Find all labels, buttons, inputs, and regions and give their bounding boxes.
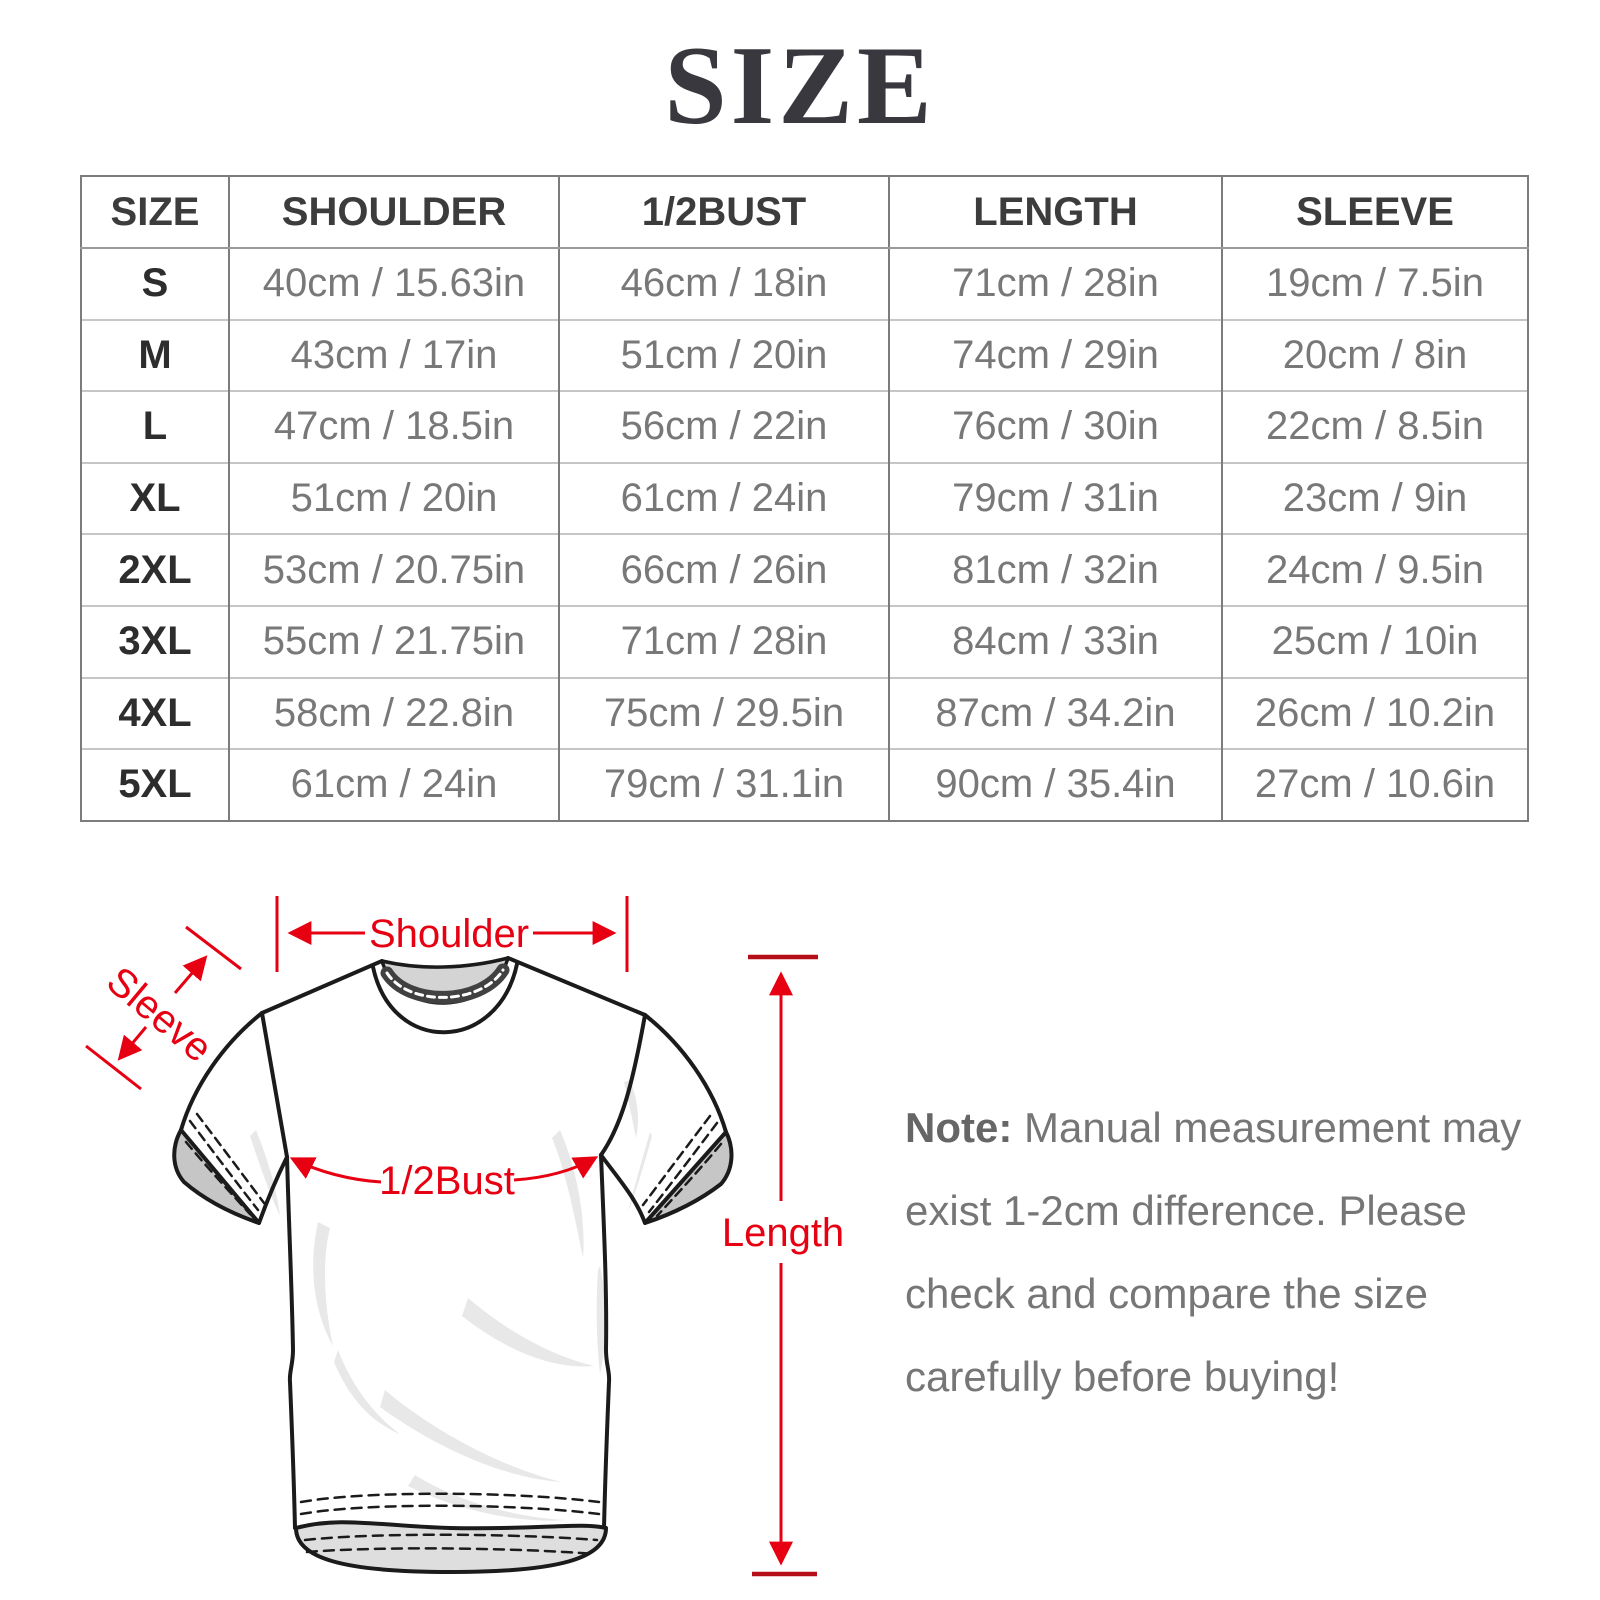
bust-label: 1/2Bust	[379, 1159, 515, 1203]
left-body-side	[285, 1155, 297, 1530]
sleeve-label: Sleeve	[98, 959, 220, 1071]
collar-tape-stitch	[385, 968, 505, 999]
right-sleeve-outer	[643, 1013, 728, 1134]
length-cell: 84cm / 33in	[888, 604, 1223, 678]
bust-cell: 75cm / 29.5in	[558, 676, 890, 750]
sleeve-arrow-lower	[117, 1026, 148, 1061]
size-cell: XL	[80, 461, 230, 535]
bust-cell: 61cm / 24in	[558, 461, 890, 535]
hem-stitches-upper	[299, 1492, 601, 1516]
tshirt-illustration	[172, 956, 734, 1574]
col-header-length: LENGTH	[888, 176, 1223, 249]
length-cell: 79cm / 31in	[888, 461, 1223, 535]
col-header-size: SIZE	[80, 176, 230, 249]
table-row: 4XL 58cm / 22.8in 75cm / 29.5in 87cm / 3…	[80, 676, 1529, 750]
shoulder-cell: 58cm / 22.8in	[228, 676, 560, 750]
length-cell: 76cm / 30in	[888, 390, 1223, 463]
shoulder-annotation: Shoulder	[275, 896, 629, 972]
length-cell: 71cm / 28in	[888, 247, 1223, 320]
note-line: Note: Manual measurement may	[905, 1086, 1521, 1169]
length-cell: 87cm / 34.2in	[888, 676, 1223, 750]
sleeve-cell: 20cm / 8in	[1221, 318, 1529, 392]
tshirt-measurement-diagram: Shoulder Sleeve 1/2Bust Length	[85, 896, 844, 1577]
note-prefix: Note:	[905, 1104, 1013, 1151]
tshirt-wrinkles	[250, 1080, 652, 1521]
size-cell: 2XL	[80, 533, 230, 606]
length-label: Length	[722, 1211, 844, 1255]
bust-cell: 51cm / 20in	[558, 318, 890, 392]
table-row: S 40cm / 15.63in 46cm / 18in 71cm / 28in…	[80, 247, 1529, 320]
sleeve-cell: 24cm / 9.5in	[1221, 533, 1529, 606]
length-annotation: Length	[722, 954, 844, 1577]
table-row: 5XL 61cm / 24in 79cm / 31.1in 90cm / 35.…	[80, 748, 1529, 821]
size-cell: 3XL	[80, 604, 230, 678]
right-armhole-seam	[599, 1013, 647, 1157]
sleeve-stitches	[184, 1112, 723, 1218]
collar-rib	[371, 962, 519, 1035]
table-row: 2XL 53cm / 20.75in 66cm / 26in 81cm / 32…	[80, 533, 1529, 606]
sleeve-cell: 26cm / 10.2in	[1221, 676, 1529, 750]
note-text: Manual measurement may	[1012, 1104, 1522, 1151]
shoulder-cell: 55cm / 21.75in	[228, 604, 560, 678]
length-cell: 74cm / 29in	[888, 318, 1223, 392]
col-header-bust: 1/2BUST	[558, 176, 890, 249]
sleeve-cell: 19cm / 7.5in	[1221, 247, 1529, 320]
bust-cell: 79cm / 31.1in	[558, 748, 890, 821]
table-row: L 47cm / 18.5in 56cm / 22in 76cm / 30in …	[80, 390, 1529, 463]
note-line: exist 1-2cm difference. Please	[905, 1187, 1467, 1234]
shoulder-cell: 61cm / 24in	[228, 748, 560, 821]
measurement-note: Note: Manual measurement may exist 1-2cm…	[905, 1086, 1521, 1418]
table-row: M 43cm / 17in 51cm / 20in 74cm / 29in 20…	[80, 318, 1529, 392]
length-cell: 81cm / 32in	[888, 533, 1223, 606]
left-underarm	[257, 1155, 289, 1225]
size-table: SIZE SHOULDER 1/2BUST LENGTH SLEEVE S 40…	[80, 175, 1529, 822]
sleeve-annotation: Sleeve	[85, 925, 242, 1091]
shoulder-label: Shoulder	[369, 912, 529, 956]
hem-band	[294, 1520, 608, 1574]
note-line: carefully before buying!	[905, 1353, 1340, 1400]
sleeve-cell: 25cm / 10in	[1221, 604, 1529, 678]
shoulder-cell: 51cm / 20in	[228, 461, 560, 535]
table-row: 3XL 55cm / 21.75in 71cm / 28in 84cm / 33…	[80, 604, 1529, 678]
col-header-sleeve: SLEEVE	[1221, 176, 1529, 249]
size-cell: 5XL	[80, 748, 230, 821]
left-shoulder-line	[260, 959, 384, 1015]
bust-arrow-right	[513, 1156, 599, 1182]
hem-stitches-band	[303, 1533, 599, 1556]
bust-cell: 46cm / 18in	[558, 247, 890, 320]
size-cell: M	[80, 318, 230, 392]
table-header-row: SIZE SHOULDER 1/2BUST LENGTH SLEEVE	[80, 176, 1529, 249]
bust-cell: 71cm / 28in	[558, 604, 890, 678]
sleeve-arrow-upper	[173, 955, 208, 994]
sleeve-tick-lower	[85, 1044, 142, 1091]
bust-arrow-left	[289, 1157, 382, 1184]
left-sleeve-outer	[179, 1011, 264, 1132]
size-cell: L	[80, 390, 230, 463]
right-sleeve-lining	[643, 1130, 734, 1225]
length-cell: 90cm / 35.4in	[888, 748, 1223, 821]
size-cell: 4XL	[80, 676, 230, 750]
shoulder-cell: 47cm / 18.5in	[228, 390, 560, 463]
sleeve-tick-upper	[185, 925, 242, 971]
bust-annotation: 1/2Bust	[289, 1156, 599, 1203]
right-shoulder-line	[506, 956, 647, 1017]
table-row: XL 51cm / 20in 61cm / 24in 79cm / 31in 2…	[80, 461, 1529, 535]
col-header-shoulder: SHOULDER	[228, 176, 560, 249]
size-cell: S	[80, 247, 230, 320]
shoulder-cell: 40cm / 15.63in	[228, 247, 560, 320]
note-line: check and compare the size	[905, 1270, 1428, 1317]
page-title: SIZE	[664, 24, 936, 148]
left-armhole-seam	[260, 1011, 289, 1159]
bust-cell: 66cm / 26in	[558, 533, 890, 606]
shoulder-cell: 43cm / 17in	[228, 318, 560, 392]
right-body-side	[599, 1153, 612, 1530]
shoulder-cell: 53cm / 20.75in	[228, 533, 560, 606]
bust-cell: 56cm / 22in	[558, 390, 890, 463]
sleeve-cell: 27cm / 10.6in	[1221, 748, 1529, 821]
sleeve-cell: 22cm / 8.5in	[1221, 390, 1529, 463]
sleeve-cell: 23cm / 9in	[1221, 461, 1529, 535]
right-underarm	[599, 1153, 647, 1225]
